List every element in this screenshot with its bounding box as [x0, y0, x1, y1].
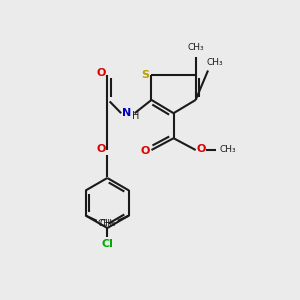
Text: S: S	[141, 70, 149, 80]
Text: H: H	[132, 110, 140, 121]
Text: CH₃: CH₃	[98, 219, 115, 228]
Text: O: O	[96, 143, 106, 154]
Text: CH₃: CH₃	[187, 43, 204, 52]
Text: O: O	[140, 146, 150, 157]
Text: N: N	[122, 108, 132, 118]
Text: Cl: Cl	[101, 239, 113, 249]
Text: CH₃: CH₃	[100, 219, 116, 228]
Text: CH₃: CH₃	[219, 146, 236, 154]
Text: O: O	[96, 68, 106, 78]
Text: CH₃: CH₃	[206, 58, 223, 67]
Text: O: O	[196, 143, 206, 154]
